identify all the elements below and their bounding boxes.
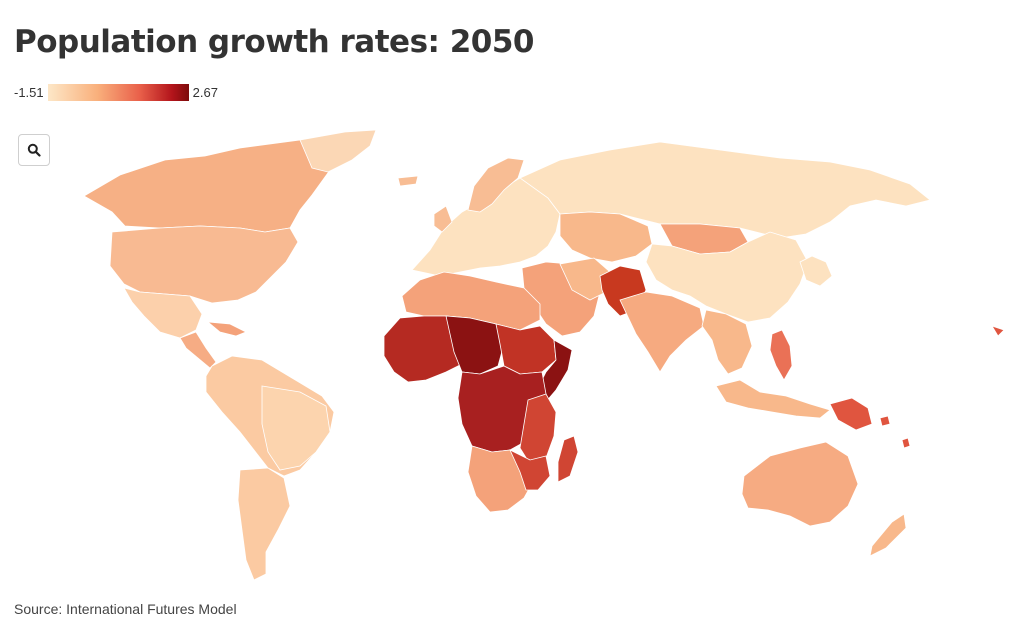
region-australia[interactable] bbox=[741, 441, 859, 527]
region-uk-iceland[interactable] bbox=[397, 175, 453, 233]
region-indonesia[interactable] bbox=[715, 379, 831, 419]
region-central-asia[interactable] bbox=[559, 211, 653, 263]
region-sahel-central[interactable] bbox=[445, 315, 505, 375]
source-note: Source: International Futures Model bbox=[14, 601, 237, 617]
region-madagascar[interactable] bbox=[557, 435, 579, 483]
region-brazil[interactable] bbox=[261, 385, 331, 471]
region-central-america[interactable] bbox=[179, 331, 217, 369]
region-india[interactable] bbox=[619, 291, 705, 373]
legend-max-label: 2.67 bbox=[192, 85, 218, 100]
region-philippines[interactable] bbox=[769, 329, 793, 381]
region-south-america-south[interactable] bbox=[237, 467, 291, 581]
search-icon bbox=[27, 143, 41, 157]
legend-min-label: -1.51 bbox=[14, 85, 44, 100]
region-papua[interactable] bbox=[829, 397, 873, 431]
region-japan-korea[interactable] bbox=[799, 255, 833, 287]
legend-gradient-bar bbox=[47, 84, 189, 101]
region-china[interactable] bbox=[645, 231, 809, 323]
region-caribbean[interactable] bbox=[206, 321, 247, 337]
region-scandinavia[interactable] bbox=[467, 157, 525, 213]
zoom-search-button[interactable] bbox=[18, 134, 50, 166]
region-greenland[interactable] bbox=[299, 129, 377, 173]
map-title: Population growth rates: 2050 bbox=[14, 24, 535, 60]
region-mozambique-zambia[interactable] bbox=[509, 449, 551, 491]
region-usa[interactable] bbox=[109, 225, 299, 304]
region-sudan-ethiopia[interactable] bbox=[495, 323, 557, 375]
world-choropleth-map bbox=[83, 129, 1005, 581]
region-new-zealand[interactable] bbox=[869, 513, 907, 557]
color-legend: -1.51 2.67 bbox=[14, 84, 218, 101]
region-southeast-asia[interactable] bbox=[701, 309, 753, 375]
region-pacific-islands[interactable] bbox=[879, 325, 1005, 449]
region-mexico[interactable] bbox=[123, 287, 203, 339]
